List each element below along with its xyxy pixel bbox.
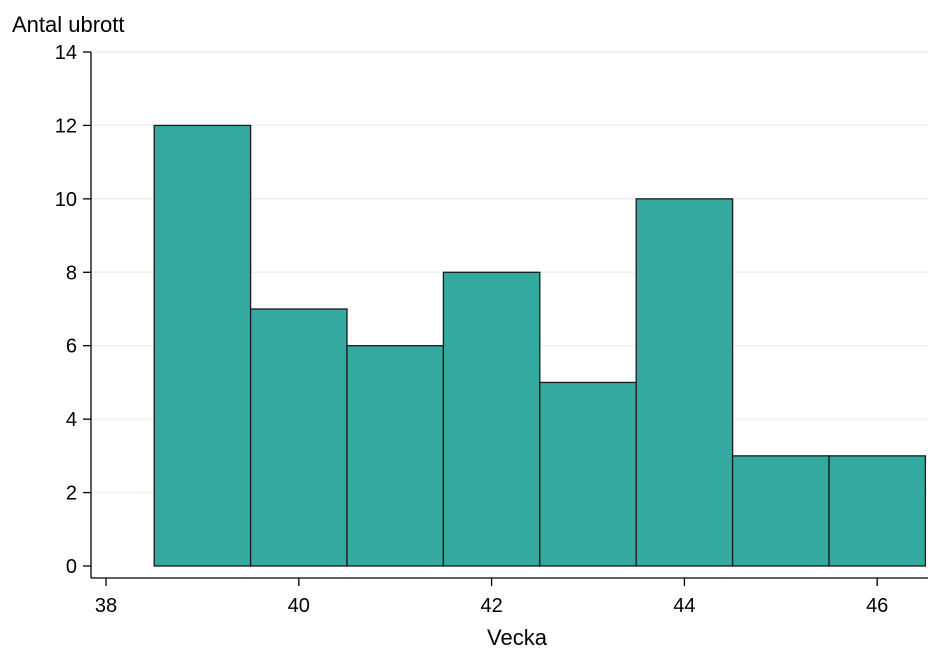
bar-40 bbox=[249, 308, 348, 567]
bar-43 bbox=[539, 381, 637, 567]
axes bbox=[90, 52, 928, 579]
bar-41 bbox=[346, 345, 445, 567]
y-tick-label-8: 8 bbox=[66, 262, 77, 284]
bar-44 bbox=[635, 198, 734, 567]
bars bbox=[153, 124, 927, 567]
x-ticks: 38 40 42 44 46 bbox=[95, 578, 888, 617]
y-tick-label-12: 12 bbox=[55, 115, 77, 137]
y-tick-label-6: 6 bbox=[66, 336, 77, 358]
bar-39 bbox=[153, 124, 252, 567]
y-axis-title: Antal ubrott bbox=[12, 12, 125, 37]
y-tick-label-2: 2 bbox=[66, 483, 77, 505]
bar-42 bbox=[442, 271, 541, 567]
y-tick-label-0: 0 bbox=[66, 556, 77, 578]
x-tick-label-44: 44 bbox=[673, 595, 695, 617]
y-tick-label-4: 4 bbox=[66, 409, 77, 431]
x-tick-label-46: 46 bbox=[866, 595, 888, 617]
y-tick-label-10: 10 bbox=[55, 189, 77, 211]
bar-45 bbox=[731, 455, 830, 567]
bar-46 bbox=[828, 455, 927, 567]
x-tick-label-40: 40 bbox=[288, 595, 310, 617]
x-tick-label-42: 42 bbox=[480, 595, 502, 617]
y-tick-label-14: 14 bbox=[55, 42, 77, 64]
x-tick-label-38: 38 bbox=[95, 595, 117, 617]
y-ticks: 0 2 4 6 8 10 12 14 bbox=[55, 42, 91, 578]
x-axis-title: Vecka bbox=[487, 625, 548, 650]
